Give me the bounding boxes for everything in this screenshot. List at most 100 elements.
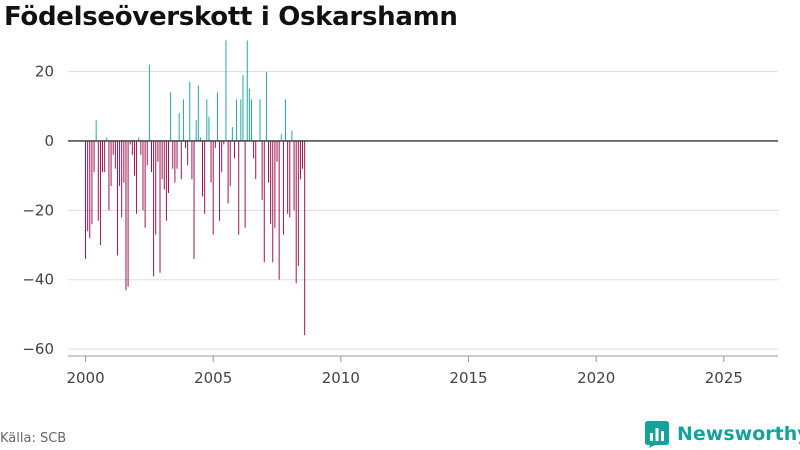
bar — [276, 140, 278, 162]
bar — [265, 71, 267, 141]
bar — [285, 99, 286, 141]
bar — [242, 75, 244, 141]
bar — [289, 140, 291, 218]
bar — [238, 140, 240, 235]
bar — [302, 140, 304, 169]
x-axis-ticks: 2000 2005 2010 2015 2020 2025 — [66, 356, 743, 387]
bar — [180, 140, 182, 180]
bar — [280, 134, 282, 141]
bar — [121, 140, 123, 218]
bar — [174, 140, 176, 183]
bar — [116, 140, 118, 256]
bar — [163, 140, 165, 190]
bar — [236, 99, 238, 141]
bar — [223, 140, 225, 145]
bar — [202, 140, 204, 197]
source-note: Källa: SCB — [0, 431, 67, 446]
bar — [259, 99, 261, 141]
bar — [119, 140, 121, 187]
bar — [231, 127, 233, 141]
bar — [140, 140, 142, 155]
bar — [193, 140, 195, 259]
bar — [199, 137, 201, 141]
bar — [212, 140, 214, 235]
bar — [165, 140, 167, 221]
y-axis-ticks: 20 0 −20 −40 −60 — [22, 63, 54, 358]
bar — [170, 92, 172, 141]
bar — [248, 88, 250, 141]
bar — [97, 140, 99, 221]
bar — [272, 140, 274, 263]
bar — [176, 140, 178, 169]
bar — [142, 140, 144, 211]
bar — [195, 120, 197, 141]
bar — [270, 140, 272, 225]
bar — [89, 140, 91, 239]
bar — [85, 140, 86, 259]
bar — [102, 140, 104, 173]
bar — [246, 40, 248, 141]
bar — [99, 140, 101, 246]
bar — [214, 140, 216, 148]
bar — [261, 140, 263, 200]
bar — [234, 140, 235, 159]
bar — [274, 140, 276, 228]
bar — [91, 140, 93, 225]
y-tick-label: −60 — [22, 340, 54, 358]
bar — [304, 140, 306, 336]
bar — [219, 140, 221, 221]
bar — [155, 140, 157, 235]
bars — [85, 40, 306, 336]
bar — [268, 140, 269, 183]
bar — [168, 140, 169, 193]
bar — [87, 140, 89, 232]
bar — [110, 140, 112, 187]
y-tick-label: 0 — [44, 132, 54, 150]
bar — [299, 140, 301, 180]
bar — [208, 116, 210, 141]
bar — [161, 140, 163, 180]
bar — [138, 137, 140, 141]
bar — [178, 113, 180, 141]
bar — [255, 140, 257, 180]
bar — [148, 64, 150, 141]
bar — [225, 40, 227, 141]
x-tick-label: 2000 — [66, 369, 104, 387]
bar — [129, 140, 131, 145]
bar — [295, 140, 297, 284]
x-tick-label: 2010 — [322, 369, 360, 387]
bar — [123, 140, 125, 183]
bar — [240, 99, 242, 141]
bar — [227, 140, 229, 204]
gridlines — [68, 71, 778, 350]
chart-title: Födelseöverskott i Oskarshamn — [4, 2, 458, 32]
bar — [114, 140, 116, 169]
bar — [93, 140, 95, 173]
bar — [146, 140, 148, 166]
bar — [172, 140, 174, 169]
bar — [106, 137, 108, 141]
brand[interactable]: Newsworthy — [645, 420, 800, 448]
bar — [291, 130, 293, 141]
bar — [253, 140, 255, 159]
bar — [144, 140, 146, 228]
x-tick-label: 2015 — [449, 369, 487, 387]
bar — [131, 140, 133, 155]
newsworthy-logo-icon — [645, 420, 669, 448]
bar — [197, 85, 199, 141]
bar — [95, 120, 97, 141]
bar — [282, 140, 284, 235]
y-tick-label: −40 — [22, 271, 54, 289]
bar — [293, 140, 295, 211]
bar — [159, 140, 161, 273]
bar — [136, 140, 138, 214]
bar — [244, 140, 246, 228]
bar — [251, 99, 252, 141]
bar — [185, 140, 186, 148]
x-tick-label: 2025 — [705, 369, 743, 387]
y-tick-label: 20 — [35, 63, 54, 81]
bar — [229, 140, 231, 187]
bar — [127, 140, 129, 287]
x-tick-label: 2020 — [577, 369, 615, 387]
